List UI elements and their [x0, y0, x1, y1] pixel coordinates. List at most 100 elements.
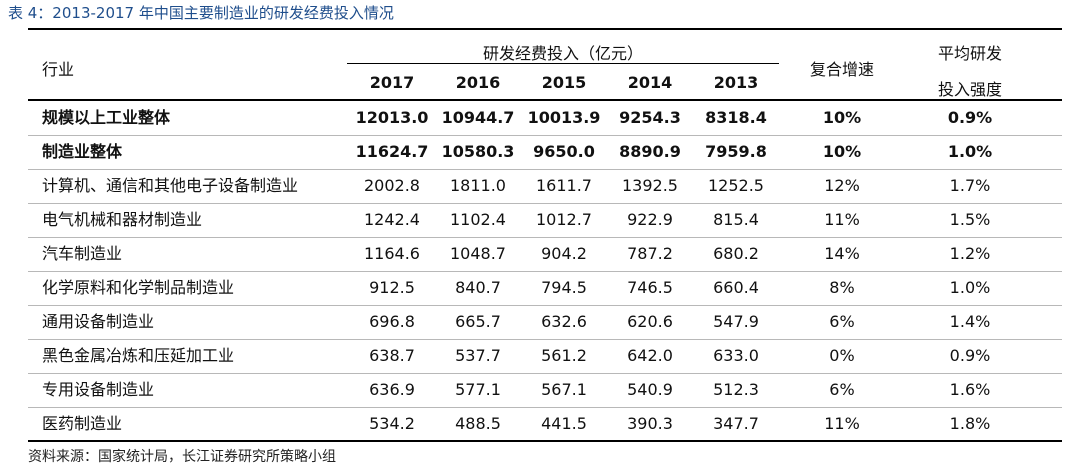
table-title: 表 4：2013-2017 年中国主要制造业的研发经费投入情况 — [8, 4, 394, 22]
value-2013: 633.0 — [713, 346, 759, 365]
industry-name: 专用设备制造业 — [42, 380, 155, 399]
table-row: 黑色金属冶炼和压延加工业 638.7 537.7 561.2 642.0 633.0 0% 0… — [28, 339, 1062, 373]
industry-name: 黑色金属冶炼和压延加工业 — [42, 346, 235, 365]
value-2014: 787.2 — [627, 244, 673, 263]
row-divider — [28, 339, 1062, 340]
table-row: 医药制造业 534.2 488.5 441.5 390.3 347.7 11% 1.8% — [28, 407, 1062, 441]
industry-name: 化学原料和化学制品制造业 — [42, 278, 235, 297]
cagr-value: 6% — [829, 312, 855, 331]
header-year-2014: 2014 — [627, 73, 673, 92]
value-2017: 2002.8 — [364, 176, 420, 195]
value-2016: 10580.3 — [441, 142, 515, 161]
intensity-value: 1.8% — [949, 414, 991, 433]
value-2016: 537.7 — [455, 346, 501, 365]
intensity-value: 0.9% — [947, 108, 993, 127]
value-2014: 922.9 — [627, 210, 673, 229]
value-2015: 441.5 — [541, 414, 587, 433]
value-2015: 904.2 — [541, 244, 587, 263]
intensity-value: 1.6% — [949, 380, 991, 399]
value-2014: 1392.5 — [622, 176, 678, 195]
value-2017: 1242.4 — [364, 210, 420, 229]
value-2014: 642.0 — [627, 346, 673, 365]
value-2014: 620.6 — [627, 312, 673, 331]
header-intensity-line1: 平均研发 — [937, 44, 1002, 63]
industry-name: 医药制造业 — [42, 414, 123, 433]
table-top-rule — [28, 28, 1062, 30]
value-2014: 9254.3 — [619, 108, 681, 127]
table-row: 电气机械和器材制造业 1242.4 1102.4 1012.7 922.9 815.4 11… — [28, 203, 1062, 237]
value-2015: 9650.0 — [533, 142, 595, 161]
value-2016: 577.1 — [455, 380, 501, 399]
source-note: 资料来源：国家统计局，长江证券研究所策略小组 — [28, 449, 336, 465]
header-intensity-line2: 投入强度 — [937, 80, 1002, 99]
value-2016: 10944.7 — [441, 108, 515, 127]
header-rd-investment: 研发经费投入（亿元） — [482, 44, 643, 63]
intensity-value: 1.0% — [949, 278, 991, 297]
value-2017: 11624.7 — [355, 142, 429, 161]
row-divider — [28, 169, 1062, 170]
value-2016: 840.7 — [455, 278, 501, 297]
cagr-value: 11% — [824, 414, 860, 433]
value-2015: 561.2 — [541, 346, 587, 365]
industry-name: 制造业整体 — [42, 142, 123, 161]
value-2013: 512.3 — [713, 380, 759, 399]
header-bottom-rule — [28, 99, 1062, 101]
intensity-value: 1.2% — [949, 244, 991, 263]
value-2014: 540.9 — [627, 380, 673, 399]
value-2017: 912.5 — [369, 278, 415, 297]
header-cagr: 复合增速 — [809, 60, 874, 79]
row-divider — [28, 135, 1062, 136]
value-2015: 10013.9 — [527, 108, 601, 127]
intensity-value: 1.4% — [949, 312, 991, 331]
header-industry: 行业 — [42, 60, 75, 79]
value-2015: 632.6 — [541, 312, 587, 331]
table-row: 制造业整体 11624.7 10580.3 9650.0 8890.9 7959.8 10%… — [28, 135, 1062, 169]
header-year-2016: 2016 — [455, 73, 501, 92]
year-group-underline — [347, 63, 779, 64]
industry-name: 规模以上工业整体 — [42, 108, 171, 127]
value-2015: 794.5 — [541, 278, 587, 297]
value-2013: 7959.8 — [705, 142, 767, 161]
row-divider — [28, 407, 1062, 408]
value-2013: 347.7 — [713, 414, 759, 433]
value-2015: 1611.7 — [536, 176, 592, 195]
cagr-value: 12% — [824, 176, 860, 195]
industry-name: 电气机械和器材制造业 — [42, 210, 203, 229]
cagr-value: 0% — [829, 346, 855, 365]
row-divider — [28, 305, 1062, 306]
value-2015: 567.1 — [541, 380, 587, 399]
table-row: 汽车制造业 1164.6 1048.7 904.2 787.2 680.2 14% 1.2% — [28, 237, 1062, 271]
row-divider — [28, 237, 1062, 238]
industry-name: 计算机、通信和其他电子设备制造业 — [42, 176, 299, 195]
intensity-value: 1.5% — [949, 210, 991, 229]
value-2016: 488.5 — [455, 414, 501, 433]
value-2017: 638.7 — [369, 346, 415, 365]
cagr-value: 8% — [829, 278, 855, 297]
table-bottom-rule — [28, 440, 1062, 442]
cagr-value: 14% — [824, 244, 860, 263]
row-divider — [28, 203, 1062, 204]
intensity-value: 1.7% — [949, 176, 991, 195]
row-divider — [28, 271, 1062, 272]
table-row: 规模以上工业整体 12013.0 10944.7 10013.9 9254.3 8318.… — [28, 101, 1062, 135]
industry-name: 汽车制造业 — [42, 244, 123, 263]
value-2014: 746.5 — [627, 278, 673, 297]
value-2016: 1102.4 — [450, 210, 506, 229]
value-2014: 390.3 — [627, 414, 673, 433]
industry-name: 通用设备制造业 — [42, 312, 155, 331]
value-2015: 1012.7 — [536, 210, 592, 229]
header-year-2015: 2015 — [541, 73, 587, 92]
cagr-value: 10% — [822, 142, 862, 161]
value-2017: 636.9 — [369, 380, 415, 399]
intensity-value: 0.9% — [949, 346, 991, 365]
header-year-2017: 2017 — [369, 73, 415, 92]
value-2013: 8318.4 — [705, 108, 767, 127]
value-2013: 815.4 — [713, 210, 759, 229]
value-2017: 1164.6 — [364, 244, 420, 263]
cagr-value: 6% — [829, 380, 855, 399]
value-2013: 660.4 — [713, 278, 759, 297]
value-2013: 547.9 — [713, 312, 759, 331]
value-2014: 8890.9 — [619, 142, 681, 161]
value-2016: 1811.0 — [450, 176, 506, 195]
table-row: 通用设备制造业 696.8 665.7 632.6 620.6 547.9 6% 1.4% — [28, 305, 1062, 339]
